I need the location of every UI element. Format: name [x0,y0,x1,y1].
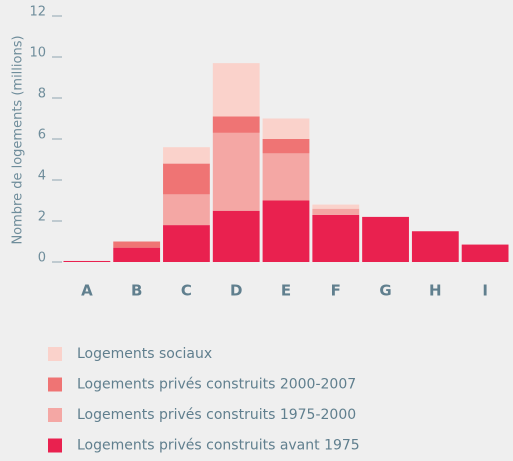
bar-segment [163,163,210,195]
x-tick-label: G [379,282,391,300]
bar-segment [362,216,409,262]
legend-label: Logements privés construits avant 1975 [77,438,360,454]
y-tick-label: 0 [38,251,46,266]
bar-segment [212,63,260,117]
legend-swatch [48,377,62,392]
y-tick-label: 8 [38,87,46,102]
x-tick-label: H [429,282,442,300]
x-tick-label: I [482,282,488,300]
legend-swatch [48,408,62,422]
bar-segment [163,194,210,226]
y-tick-label: 10 [29,46,46,61]
x-tick-label: B [131,282,142,300]
y-tick-label: 12 [29,5,46,20]
bar-segment [212,116,260,133]
bar-segment [262,153,310,201]
legend-swatch [48,438,62,453]
x-tick-label: A [81,282,93,300]
bar-segment [312,214,360,262]
bar-segment [262,139,310,154]
bar-segment [312,208,360,215]
y-tick-label: 4 [38,169,46,184]
bar-segment [212,210,260,262]
bar-segment [461,244,509,262]
bar-segment [262,200,310,262]
bar-segment [163,225,210,262]
bar-segment [163,147,210,164]
legend-label: Logements privés construits 1975-2000 [77,407,356,423]
y-tick-label: 6 [38,128,46,143]
bar-segment [312,204,360,209]
x-tick-label: D [230,282,242,300]
legend-swatch [48,347,62,361]
bar-segment [212,132,260,211]
bar-segment [262,118,310,139]
x-tick-label: F [331,282,341,300]
legend-label: Logements sociaux [77,346,212,362]
legend-label: Logements privés construits 2000-2007 [77,377,356,393]
bar-segment [411,231,459,262]
bar-segment [113,247,161,262]
y-axis-label: Nombre de logements (millions) [11,35,26,244]
bar-segment [63,260,111,262]
x-tick-label: C [181,282,192,300]
bar-segment [113,241,161,248]
y-tick-label: 2 [38,210,46,225]
x-tick-label: E [281,282,291,300]
